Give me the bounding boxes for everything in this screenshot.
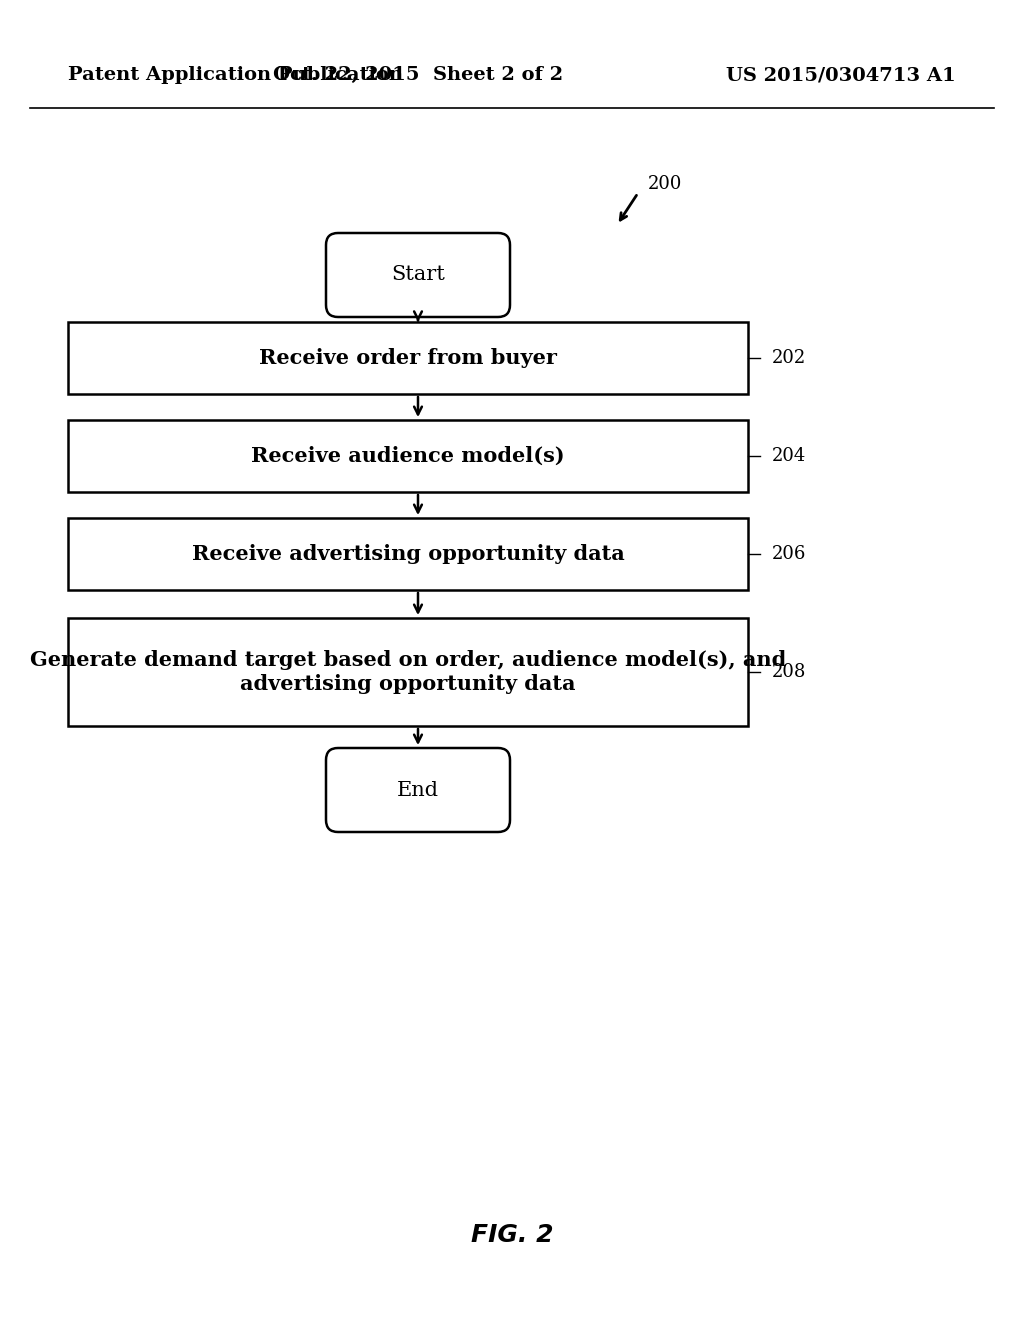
- Text: 208: 208: [772, 663, 806, 681]
- Text: FIG. 2: FIG. 2: [471, 1224, 553, 1247]
- Text: 204: 204: [772, 447, 806, 465]
- Text: Receive order from buyer: Receive order from buyer: [259, 348, 557, 368]
- Bar: [68, 618, 748, 726]
- Text: Receive advertising opportunity data: Receive advertising opportunity data: [191, 544, 625, 564]
- Text: Generate demand target based on order, audience model(s), and
advertising opport: Generate demand target based on order, a…: [30, 651, 786, 693]
- Text: 200: 200: [648, 176, 682, 193]
- Text: Patent Application Publication: Patent Application Publication: [68, 66, 403, 84]
- Text: End: End: [397, 780, 439, 800]
- Text: Receive audience model(s): Receive audience model(s): [251, 446, 565, 466]
- Bar: [68, 420, 748, 492]
- Text: 202: 202: [772, 348, 806, 367]
- Bar: [68, 322, 748, 393]
- Text: Oct. 22, 2015  Sheet 2 of 2: Oct. 22, 2015 Sheet 2 of 2: [273, 66, 563, 84]
- FancyBboxPatch shape: [326, 748, 510, 832]
- FancyBboxPatch shape: [326, 234, 510, 317]
- Bar: [68, 517, 748, 590]
- Text: Start: Start: [391, 265, 445, 285]
- Text: 206: 206: [772, 545, 806, 564]
- Text: US 2015/0304713 A1: US 2015/0304713 A1: [726, 66, 956, 84]
